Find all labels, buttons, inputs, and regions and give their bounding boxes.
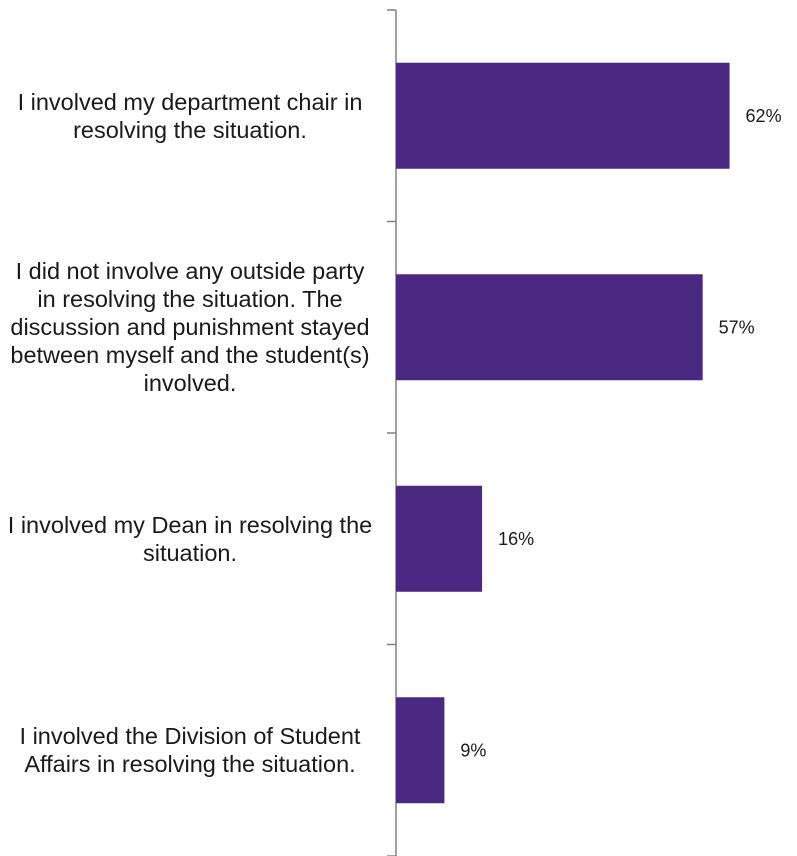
data-label: 16% [498, 529, 534, 549]
y-axis-ticks [387, 9, 396, 856]
value-labels: 62% 57% 16% 9% [460, 106, 781, 761]
bar [396, 274, 703, 381]
bar [396, 697, 445, 804]
category-label: I did not involve any outside party in r… [10, 258, 370, 397]
data-label: 9% [460, 740, 486, 760]
bar [396, 485, 483, 592]
category-label: I involved the Division of Student Affai… [19, 723, 361, 778]
data-label: 62% [746, 106, 782, 126]
bar [396, 62, 730, 169]
category-label: I involved my Dean in resolving the situ… [7, 511, 373, 566]
category-label: I involved my department chair in resolv… [17, 88, 363, 143]
data-label: 57% [719, 317, 755, 337]
bar-series [396, 62, 730, 804]
